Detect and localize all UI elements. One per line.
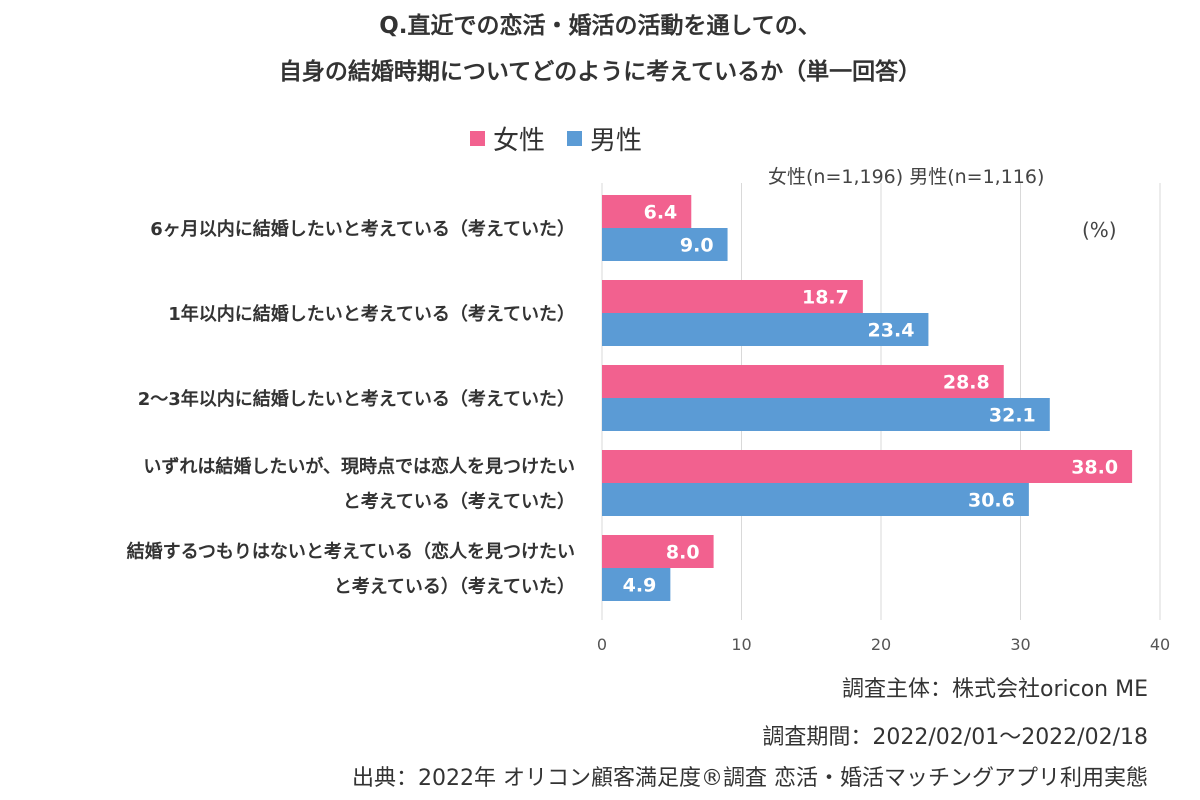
legend-swatch-female (470, 131, 485, 146)
category-label: 2～3年以内に結婚したいと考えている（考えていた） (138, 388, 575, 410)
category-label: と考えている（考えていた） (343, 491, 575, 513)
footer-source: 出典：2022年 オリコン顧客満足度®調査 恋活・婚活マッチングアプリ利用実態 (352, 766, 1148, 791)
bar-female (602, 450, 1133, 483)
x-tick-label: 0 (597, 635, 607, 654)
legend-label-male: 男性 (590, 126, 643, 156)
data-label-male: 4.9 (623, 575, 657, 597)
legend-item-male: 男性 (567, 120, 642, 157)
x-tick-label: 20 (871, 635, 891, 654)
x-tick-label: 40 (1150, 635, 1170, 654)
bar-male (602, 228, 728, 261)
bar-male (602, 568, 671, 601)
unit-note: (%) (1082, 218, 1117, 242)
chart-title-line-2: 自身の結婚時期についてどのように考えているか（単一回答） (278, 59, 922, 85)
bar-male (602, 398, 1050, 431)
legend: 女性 男性 (470, 120, 664, 157)
bar-female (602, 280, 863, 313)
sample-size-note: 女性(n=1,196) 男性(n=1,116) (768, 166, 1045, 188)
category-label: いずれは結婚したいが、現時点では恋人を見つけたい (143, 456, 575, 478)
x-tick-label: 30 (1010, 635, 1030, 654)
data-label-female: 28.8 (943, 372, 990, 394)
category-label: 1年以内に結婚したいと考えている（考えていた） (168, 303, 575, 325)
category-label: と考えている）（考えていた） (334, 576, 575, 598)
data-label-male: 23.4 (868, 320, 915, 342)
data-label-male: 30.6 (968, 490, 1015, 512)
data-label-male: 32.1 (989, 405, 1036, 427)
data-label-female: 38.0 (1071, 457, 1118, 479)
legend-label-female: 女性 (493, 126, 546, 156)
chart-title-line-1: Q.直近での恋活・婚活の活動を通しての、 (379, 13, 821, 39)
footer-period: 調査期間：2022/02/01～2022/02/18 (762, 725, 1148, 750)
data-label-female: 6.4 (644, 202, 678, 224)
footer-sponsor: 調査主体：株式会社oricon ME (842, 677, 1148, 702)
bar-male (602, 313, 929, 346)
category-label: 結婚するつもりはないと考えている（恋人を見つけたい (127, 541, 575, 563)
data-label-male: 9.0 (680, 235, 714, 257)
category-label: 6ヶ月以内に結婚したいと考えている（考えていた） (150, 218, 575, 240)
bar-male (602, 483, 1029, 516)
bar-female (602, 365, 1004, 398)
data-label-female: 18.7 (802, 287, 849, 309)
legend-item-female: 女性 (470, 120, 545, 157)
bar-female (602, 535, 714, 568)
bar-female (602, 195, 692, 228)
data-label-female: 8.0 (666, 542, 700, 564)
x-tick-label: 10 (731, 635, 751, 654)
legend-swatch-male (567, 131, 583, 146)
